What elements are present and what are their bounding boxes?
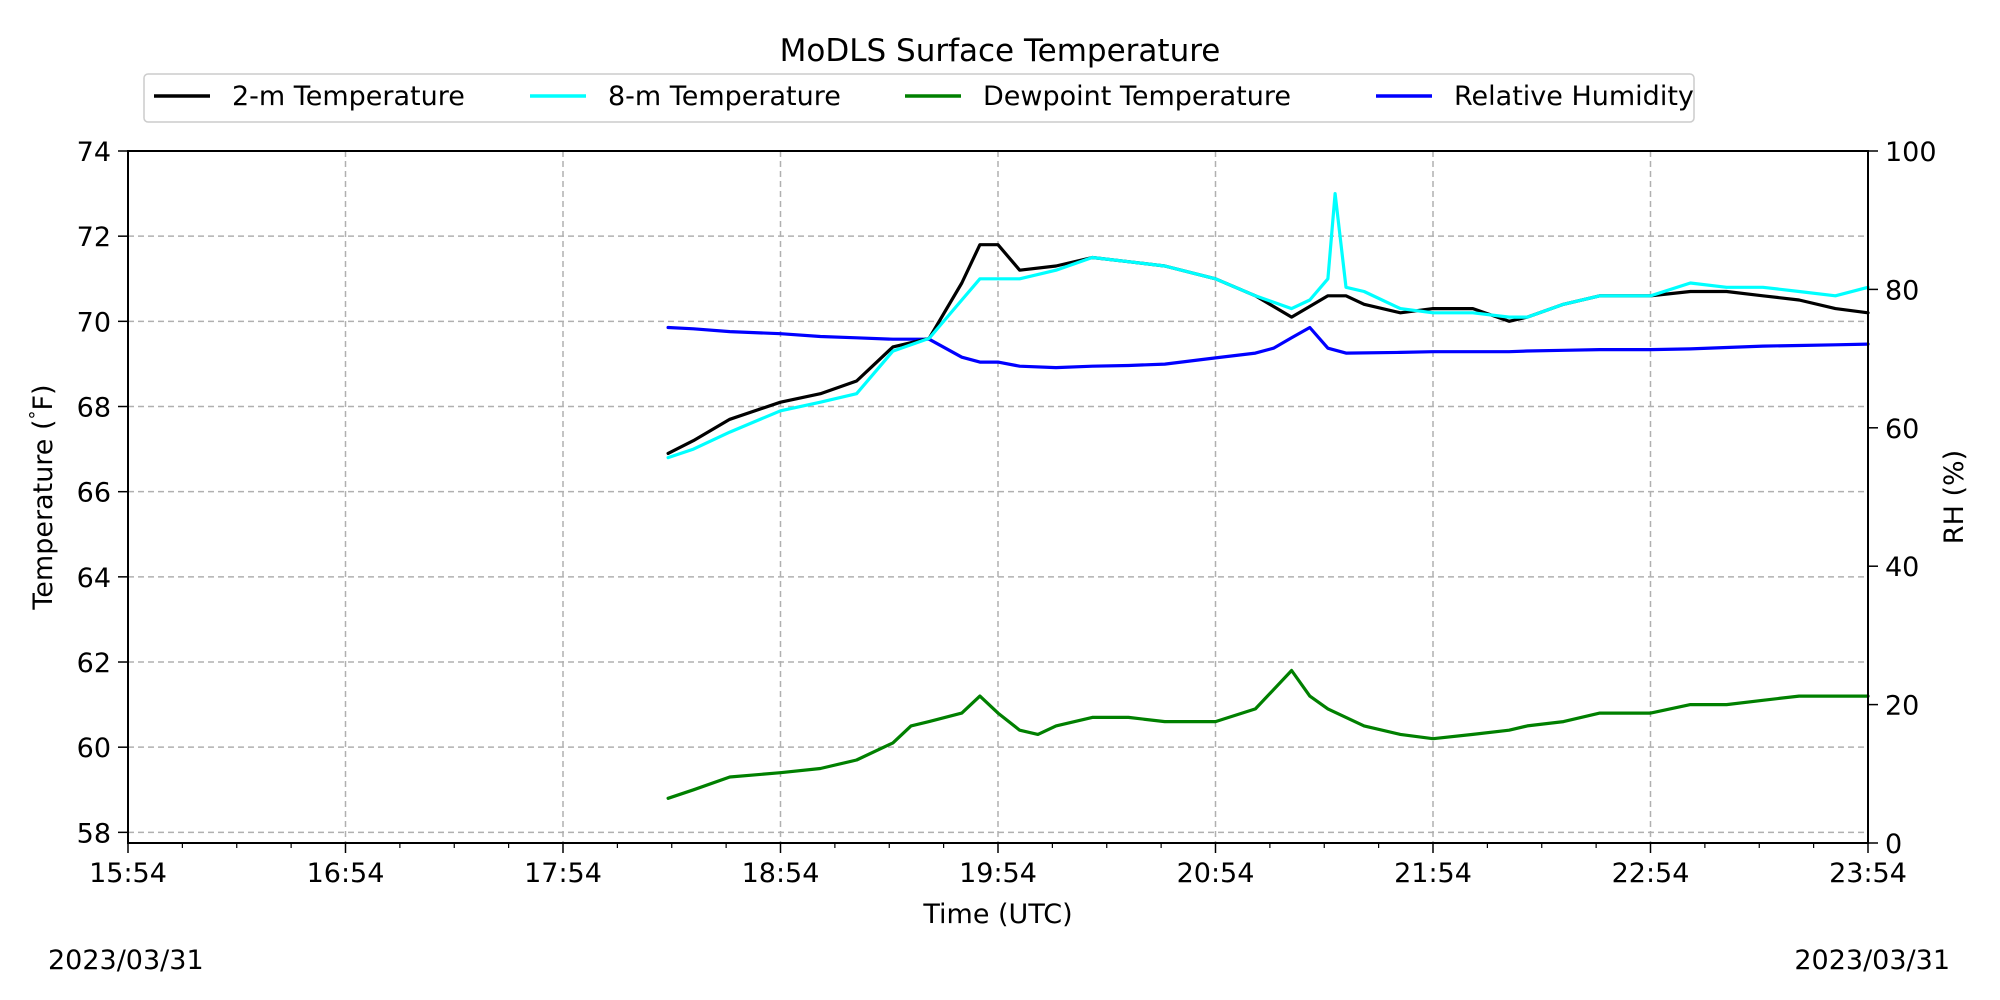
x-axis: 15:54 16:54 17:54 18:54 19:54 20:54 21:54 22:54… bbox=[89, 843, 1907, 889]
series-layer bbox=[666, 192, 1870, 800]
x-tick-label: 17:54 bbox=[524, 858, 602, 889]
left-axis: 58 60 62 64 66 68 70 72 74 bbox=[77, 137, 128, 849]
y-right-tick-label: 100 bbox=[1885, 137, 1937, 168]
y-right-tick-label: 60 bbox=[1885, 414, 1919, 445]
legend-label-8-m-temperature: 8-m Temperature bbox=[608, 81, 841, 112]
y-axis-label-start: Temperature ( bbox=[28, 419, 59, 610]
y-axis-label-end: F) bbox=[28, 384, 59, 410]
x-tick-label: 19:54 bbox=[959, 858, 1037, 889]
y-tick-label: 62 bbox=[77, 648, 111, 679]
legend-frame bbox=[143, 73, 1695, 123]
y-tick-label: 70 bbox=[77, 307, 111, 338]
y-right-tick-label: 20 bbox=[1885, 691, 1919, 722]
y-tick-label: 64 bbox=[77, 563, 111, 594]
x-tick-label: 16:54 bbox=[307, 858, 385, 889]
legend-label-relative-humidity: Relative Humidity bbox=[1454, 81, 1694, 112]
x-tick-label: 20:54 bbox=[1177, 858, 1255, 889]
y-right-tick-label: 80 bbox=[1885, 275, 1919, 306]
x-tick-label: 15:54 bbox=[89, 858, 167, 889]
y-tick-label: 66 bbox=[77, 478, 111, 509]
right-axis: 0 20 40 60 80 100 bbox=[1868, 137, 1937, 860]
y-tick-label: 58 bbox=[77, 818, 111, 849]
chart-title: MoDLS Surface Temperature bbox=[780, 33, 1221, 69]
legend: 2-m Temperature 8-m Temperature Dewpoint T… bbox=[143, 73, 1695, 123]
legend-label-dewpoint-temperature: Dewpoint Temperature bbox=[983, 81, 1291, 112]
y-axis-label-right: RH (%) bbox=[1939, 450, 1970, 544]
y-tick-label: 60 bbox=[77, 733, 111, 764]
y-right-tick-label: 40 bbox=[1885, 552, 1919, 583]
x-tick-label: 23:54 bbox=[1829, 858, 1907, 889]
y-tick-label: 72 bbox=[77, 222, 111, 253]
date-right: 2023/03/31 bbox=[1794, 945, 1950, 976]
grid bbox=[128, 151, 1868, 843]
y-axis-label-degree: ° bbox=[26, 410, 47, 419]
y-tick-label: 74 bbox=[77, 137, 111, 168]
x-axis-label: Time (UTC) bbox=[922, 899, 1072, 930]
legend-label-2-m-temperature: 2-m Temperature bbox=[232, 81, 465, 112]
x-tick-label: 18:54 bbox=[742, 858, 820, 889]
y-axis-label: Temperature (°F) bbox=[26, 384, 59, 610]
series-line-8-m-temperature bbox=[666, 192, 1870, 460]
series-line-relative-humidity bbox=[666, 325, 1870, 370]
series-line-dewpoint-temperature bbox=[666, 668, 1870, 800]
x-tick-label: 21:54 bbox=[1394, 858, 1472, 889]
y-tick-label: 68 bbox=[77, 393, 111, 424]
x-tick-label: 22:54 bbox=[1612, 858, 1690, 889]
y-right-tick-label: 0 bbox=[1885, 829, 1902, 860]
date-left: 2023/03/31 bbox=[48, 945, 204, 976]
